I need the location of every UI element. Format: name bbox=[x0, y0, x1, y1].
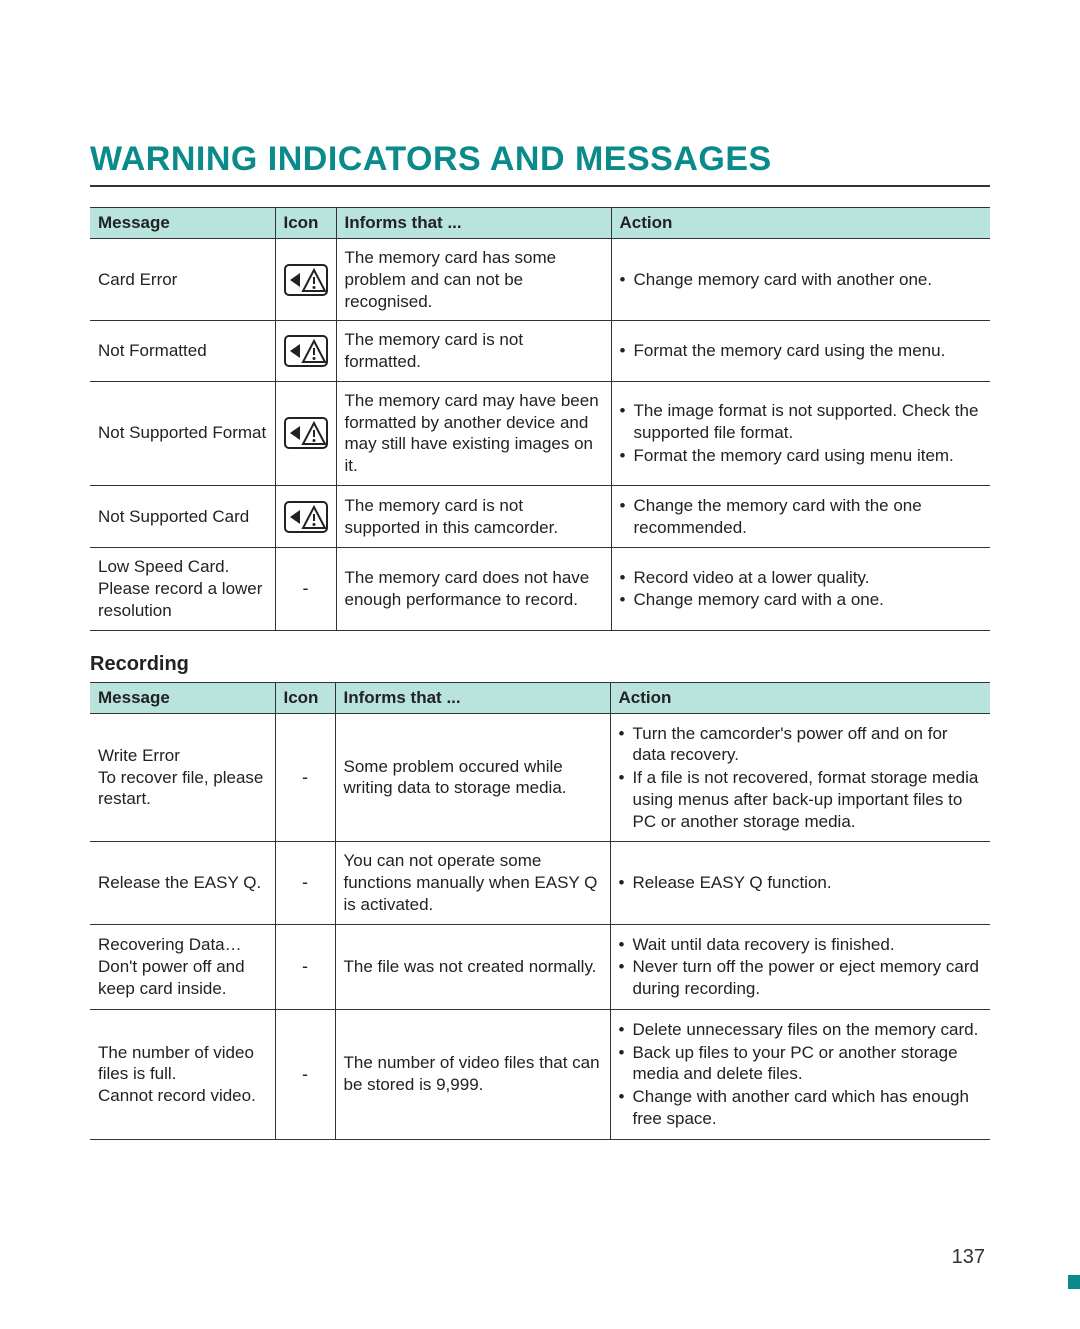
table-row: Write ErrorTo recover file, please resta… bbox=[90, 713, 990, 842]
informs-cell: The memory card does not have enough per… bbox=[336, 548, 611, 630]
action-item: The image format is not supported. Check… bbox=[620, 400, 983, 444]
action-item: Record video at a lower quality. bbox=[620, 567, 983, 589]
informs-cell: The number of video files that can be st… bbox=[335, 1009, 610, 1139]
table-row: Not Formatted The memory card is not for… bbox=[90, 321, 990, 382]
table-row: Not Supported Card The memory card is no… bbox=[90, 485, 990, 548]
card-warning-icon bbox=[284, 335, 328, 367]
message-cell: Not Supported Format bbox=[90, 381, 275, 485]
action-item: Never turn off the power or eject memory… bbox=[619, 956, 983, 1000]
col-header-icon: Icon bbox=[275, 682, 335, 713]
action-cell: Record video at a lower quality.Change m… bbox=[611, 548, 990, 630]
message-cell: Card Error bbox=[90, 239, 275, 321]
col-header-message: Message bbox=[90, 208, 275, 239]
action-item: Back up files to your PC or another stor… bbox=[619, 1042, 983, 1086]
action-item: Change memory card with a one. bbox=[620, 589, 983, 611]
no-icon-dash: - bbox=[302, 956, 308, 976]
icon-cell bbox=[275, 381, 336, 485]
message-cell: Not Supported Card bbox=[90, 485, 275, 548]
warning-table-2: Message Icon Informs that ... Action Wri… bbox=[90, 682, 990, 1140]
table-row: The number of video files is full.Cannot… bbox=[90, 1009, 990, 1139]
action-item: Format the memory card using the menu. bbox=[620, 340, 983, 362]
message-cell: Write ErrorTo recover file, please resta… bbox=[90, 713, 275, 842]
no-icon-dash: - bbox=[302, 872, 308, 892]
col-header-action: Action bbox=[611, 208, 990, 239]
action-item: If a file is not recovered, format stora… bbox=[619, 767, 983, 832]
warning-table-1: Message Icon Informs that ... Action Car… bbox=[90, 207, 990, 631]
no-icon-dash: - bbox=[302, 767, 308, 787]
table-row: Release the EASY Q. - You can not operate … bbox=[90, 842, 990, 924]
icon-cell: - bbox=[275, 713, 335, 842]
table2-body: Write ErrorTo recover file, please resta… bbox=[90, 713, 990, 1139]
action-item: Change with another card which has enoug… bbox=[619, 1086, 983, 1130]
informs-cell: The memory card is not formatted. bbox=[336, 321, 611, 382]
icon-cell: - bbox=[275, 548, 336, 630]
message-cell: Release the EASY Q. bbox=[90, 842, 275, 924]
action-item: Format the memory card using menu item. bbox=[620, 445, 983, 467]
action-cell: The image format is not supported. Check… bbox=[611, 381, 990, 485]
recording-subheading: Recording bbox=[90, 653, 990, 676]
card-warning-icon bbox=[284, 501, 328, 533]
no-icon-dash: - bbox=[303, 578, 309, 598]
page-number: 137 bbox=[952, 1246, 985, 1269]
action-item: Release EASY Q function. bbox=[619, 872, 983, 894]
col-header-informs: Informs that ... bbox=[335, 682, 610, 713]
action-item: Change memory card with another one. bbox=[620, 269, 983, 291]
table-header-row: Message Icon Informs that ... Action bbox=[90, 682, 990, 713]
informs-cell: The file was not created normally. bbox=[335, 924, 610, 1009]
page-title-rule: WARNING INDICATORS AND MESSAGES bbox=[90, 140, 990, 187]
action-cell: Change the memory card with the one reco… bbox=[611, 485, 990, 548]
action-item: Wait until data recovery is finished. bbox=[619, 934, 983, 956]
action-cell: Delete unnecessary files on the memory c… bbox=[610, 1009, 990, 1139]
icon-cell bbox=[275, 321, 336, 382]
icon-cell bbox=[275, 485, 336, 548]
action-cell: Turn the camcorder's power off and on fo… bbox=[610, 713, 990, 842]
table1-body: Card Error The memory card has some prob… bbox=[90, 239, 990, 631]
action-item: Delete unnecessary files on the memory c… bbox=[619, 1019, 983, 1041]
side-tab bbox=[1068, 1275, 1080, 1289]
no-icon-dash: - bbox=[302, 1064, 308, 1084]
message-cell: The number of video files is full.Cannot… bbox=[90, 1009, 275, 1139]
card-warning-icon bbox=[284, 264, 328, 296]
informs-cell: The memory card has some problem and can… bbox=[336, 239, 611, 321]
table-row: Card Error The memory card has some prob… bbox=[90, 239, 990, 321]
message-cell: Not Formatted bbox=[90, 321, 275, 382]
action-cell: Wait until data recovery is finished.Nev… bbox=[610, 924, 990, 1009]
icon-cell: - bbox=[275, 924, 335, 1009]
message-cell: Low Speed Card. Please record a lower re… bbox=[90, 548, 275, 630]
col-header-icon: Icon bbox=[275, 208, 336, 239]
icon-cell: - bbox=[275, 1009, 335, 1139]
table-row: Not Supported Format The memory card may… bbox=[90, 381, 990, 485]
action-item: Change the memory card with the one reco… bbox=[620, 495, 983, 539]
action-cell: Change memory card with another one. bbox=[611, 239, 990, 321]
informs-cell: The memory card may have been formatted … bbox=[336, 381, 611, 485]
page-title: WARNING INDICATORS AND MESSAGES bbox=[90, 140, 990, 179]
card-warning-icon bbox=[284, 417, 328, 449]
action-item: Turn the camcorder's power off and on fo… bbox=[619, 723, 983, 767]
action-cell: Format the memory card using the menu. bbox=[611, 321, 990, 382]
icon-cell: - bbox=[275, 842, 335, 924]
icon-cell bbox=[275, 239, 336, 321]
col-header-message: Message bbox=[90, 682, 275, 713]
informs-cell: The memory card is not supported in this… bbox=[336, 485, 611, 548]
table-header-row: Message Icon Informs that ... Action bbox=[90, 208, 990, 239]
message-cell: Recovering Data…Don't power off and keep… bbox=[90, 924, 275, 1009]
table-row: Low Speed Card. Please record a lower re… bbox=[90, 548, 990, 630]
col-header-informs: Informs that ... bbox=[336, 208, 611, 239]
col-header-action: Action bbox=[610, 682, 990, 713]
table-row: Recovering Data…Don't power off and keep… bbox=[90, 924, 990, 1009]
action-cell: Release EASY Q function. bbox=[610, 842, 990, 924]
informs-cell: You can not operate some functions manua… bbox=[335, 842, 610, 924]
informs-cell: Some problem occured while writing data … bbox=[335, 713, 610, 842]
